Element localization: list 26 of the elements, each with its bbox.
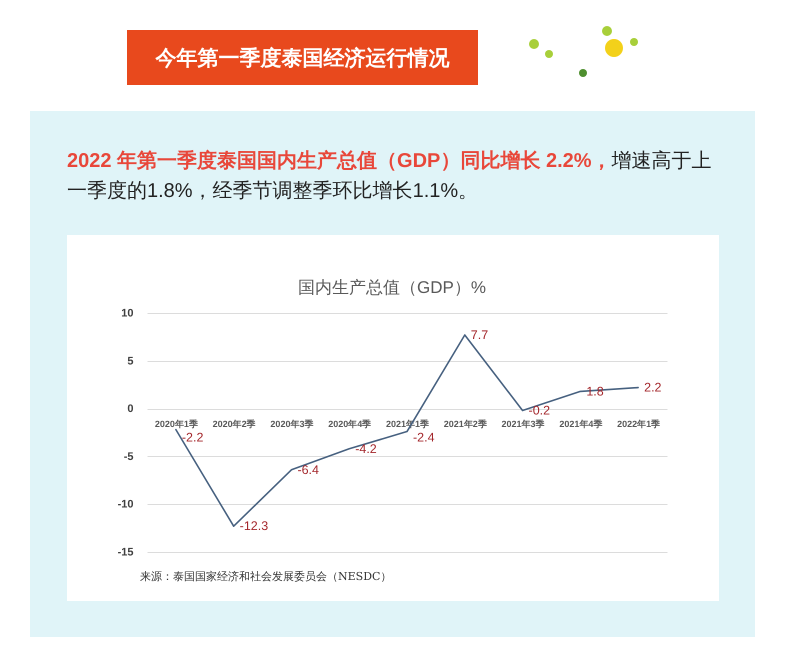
y-tick-label: 10 [121, 308, 134, 320]
x-tick-label: 2020年3季 [270, 419, 314, 430]
x-tick-label: 2020年4季 [328, 419, 372, 430]
chart-title: 国内生产总值（GDP）% [298, 278, 486, 297]
y-tick-label: 0 [127, 403, 134, 416]
data-label: -6.4 [297, 462, 320, 477]
text: 2022 年第一季度泰国国内生产总值（GDP）同比增长 2.2%， [67, 150, 612, 172]
data-label: -4.2 [355, 442, 377, 456]
x-tick-label: 2021年4季 [559, 419, 604, 430]
data-label: -12.3 [240, 519, 268, 534]
y-tick-label: -5 [124, 450, 134, 463]
x-tick-label: 2021年3季 [502, 419, 546, 430]
x-tick-label: 2021年2季 [444, 419, 488, 430]
data-label: -2.2 [182, 430, 204, 445]
x-tick-label: 2022年1季 [617, 419, 662, 430]
data-label: 2.2 [644, 380, 662, 395]
data-label: -2.4 [413, 430, 435, 445]
source-note: 来源：泰国国家经济和社会发展委员会（NESDC） [140, 569, 392, 584]
x-tick-label: 2020年2季 [212, 419, 257, 430]
data-label: 7.7 [470, 328, 488, 342]
data-label: -0.2 [528, 404, 550, 418]
y-tick-label: -15 [118, 546, 134, 558]
y-tick-label: 5 [127, 355, 134, 368]
x-tick-label: 2020年1季 [154, 419, 199, 430]
y-tick-label: -10 [118, 498, 134, 511]
text: 今年第一季度泰国经济运行情况 [127, 30, 478, 85]
